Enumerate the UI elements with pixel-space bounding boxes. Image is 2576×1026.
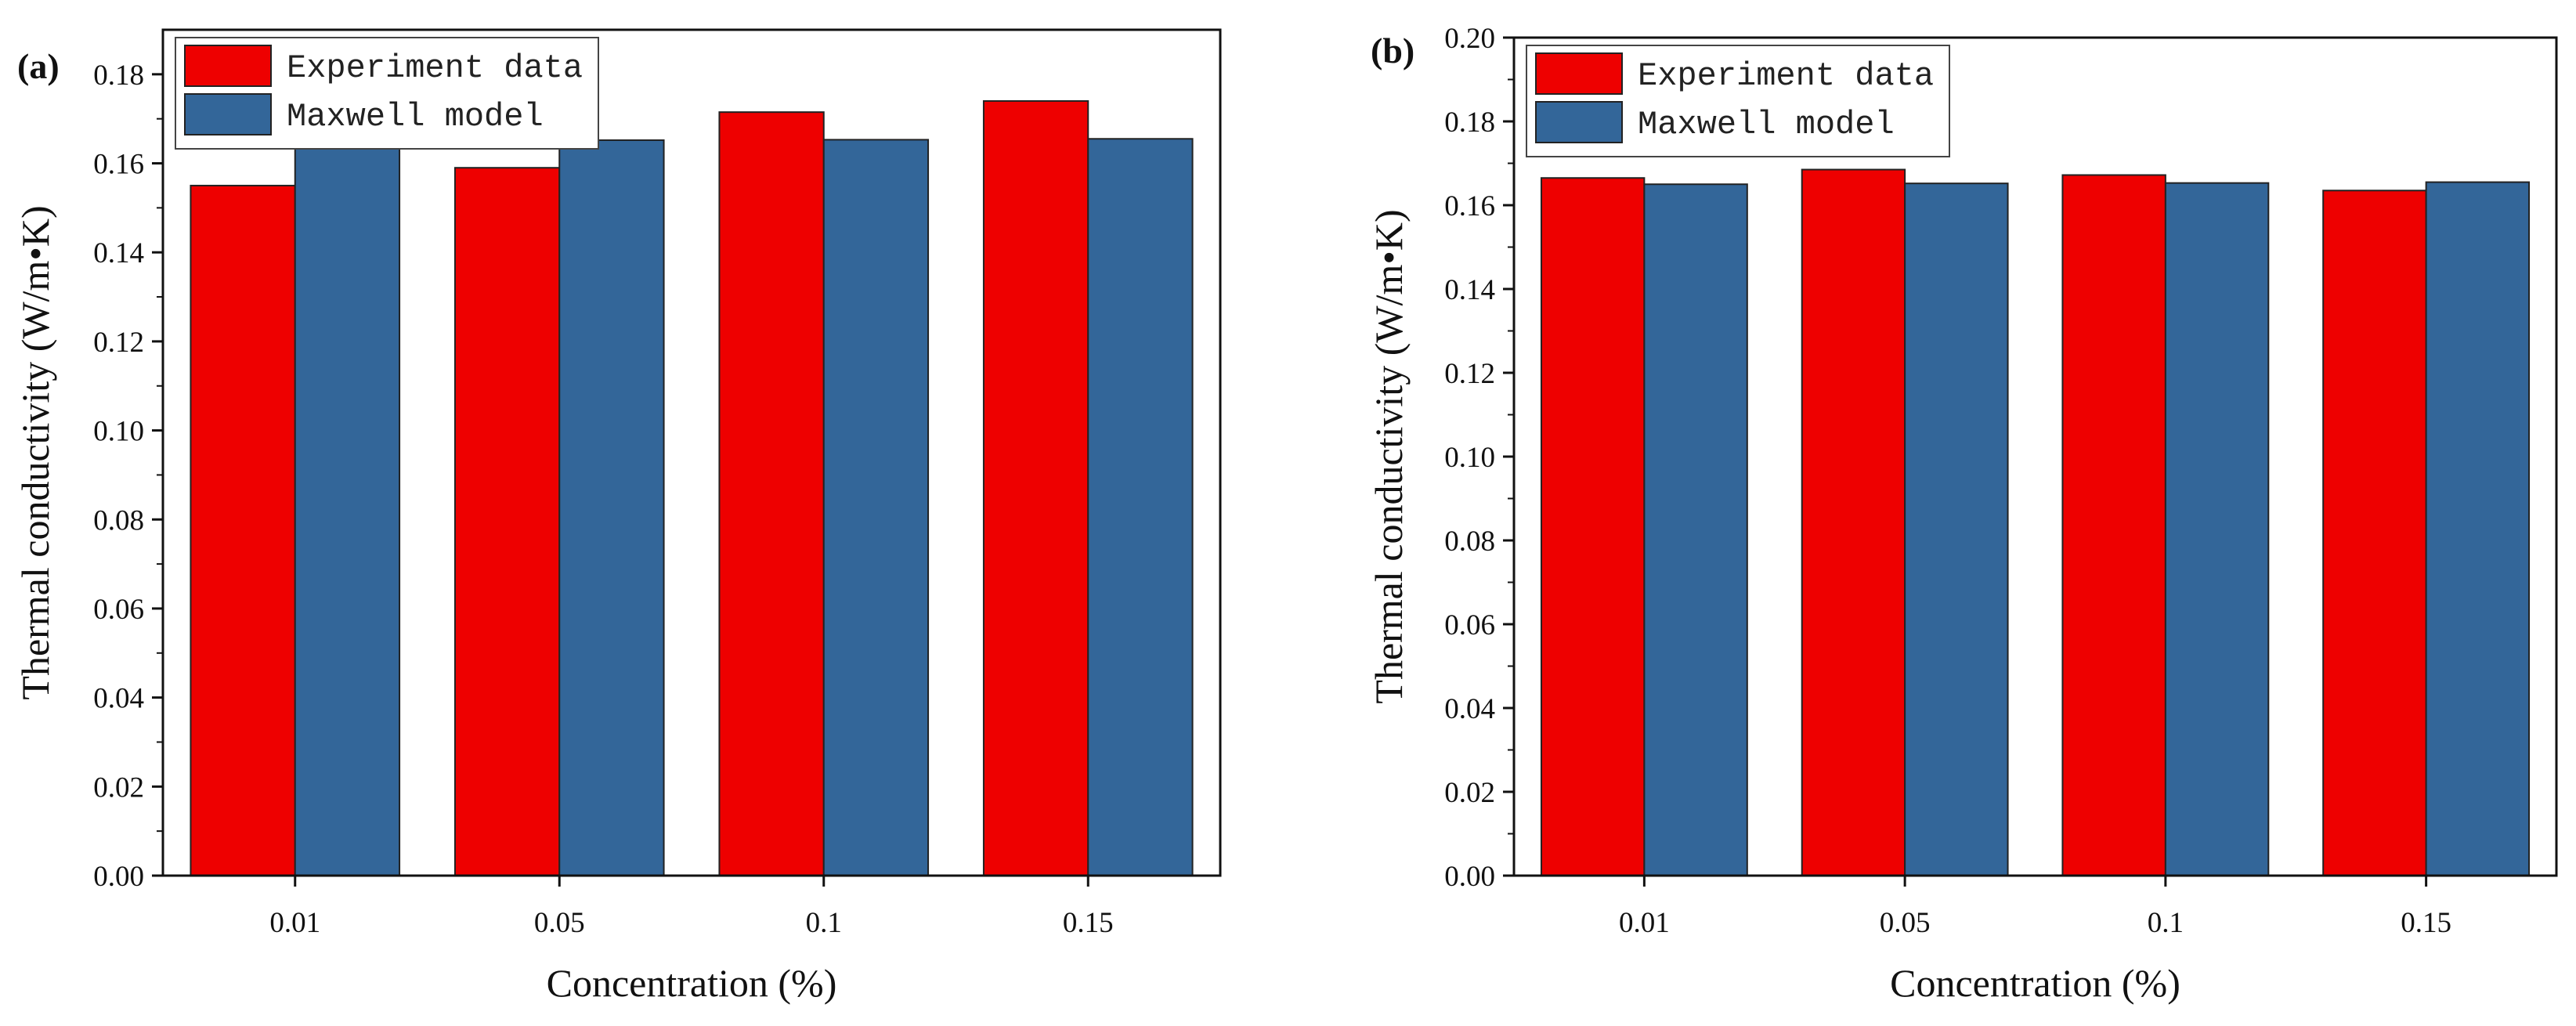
plot-frame bbox=[1512, 36, 2558, 877]
y-tick-label: 0.16 bbox=[93, 149, 144, 181]
y-tick-label: 0.10 bbox=[1444, 442, 1495, 474]
legend: Experiment data Maxwell model bbox=[1526, 45, 1950, 157]
y-tick-label: 0.00 bbox=[1444, 861, 1495, 893]
bar-maxwell-0.01 bbox=[1643, 183, 1748, 876]
chart-panel-b: 0.01 0.05 0.1 0.15 0.00 0.02 0.04 0.06 0.08 0.10 0… bbox=[1367, 23, 2558, 1005]
y-tick-label: 0.08 bbox=[1444, 526, 1495, 558]
bar-experiment-0.01 bbox=[1540, 177, 1646, 877]
y-tick-label: 0.14 bbox=[1444, 274, 1495, 306]
x-tick-label: 0.1 bbox=[806, 907, 842, 939]
bar-maxwell-0.15 bbox=[1087, 138, 1194, 876]
legend-swatch-experiment bbox=[184, 45, 272, 87]
legend-swatch-maxwell bbox=[1535, 101, 1623, 143]
x-tick-label: 0.15 bbox=[2401, 907, 2451, 939]
y-tick-label: 0.02 bbox=[1444, 777, 1495, 809]
bar-experiment-0.05 bbox=[1801, 168, 1906, 876]
bar-experiment-0.1 bbox=[718, 111, 825, 876]
y-tick-label: 0.02 bbox=[93, 771, 144, 804]
y-tick-label: 0.12 bbox=[93, 327, 144, 359]
x-tick-label: 0.05 bbox=[1880, 907, 1931, 939]
y-axis-title: Thermal conductivity (W/m•K) bbox=[13, 205, 57, 699]
legend-label-maxwell: Maxwell model bbox=[1638, 106, 1895, 143]
x-axis-title: Concentration (%) bbox=[1890, 961, 2180, 1005]
bar-maxwell-0.15 bbox=[2425, 181, 2531, 876]
y-tick-label: 0.00 bbox=[93, 861, 144, 893]
y-tick-label: 0.14 bbox=[93, 237, 144, 269]
y-tick-label: 0.04 bbox=[93, 683, 144, 715]
y-tick-label: 0.08 bbox=[93, 504, 144, 536]
bar-maxwell-0.1 bbox=[822, 139, 930, 876]
x-axis-title: Concentration (%) bbox=[547, 961, 837, 1005]
bar-maxwell-0.05 bbox=[558, 139, 665, 876]
bar-experiment-0.1 bbox=[2061, 174, 2166, 877]
x-tick-label: 0.1 bbox=[2148, 907, 2184, 939]
y-tick-label: 0.06 bbox=[1444, 609, 1495, 641]
y-tick-label: 0.04 bbox=[1444, 693, 1495, 725]
bar-experiment-0.01 bbox=[190, 184, 296, 876]
y-tick-label: 0.06 bbox=[93, 594, 144, 626]
bar-maxwell-0.05 bbox=[1904, 182, 2009, 876]
panel-label: (b) bbox=[1371, 31, 1414, 70]
x-tick-label: 0.01 bbox=[269, 907, 320, 939]
bar-maxwell-0.01 bbox=[294, 140, 401, 876]
x-tick-label: 0.05 bbox=[534, 907, 585, 939]
bar-maxwell-0.1 bbox=[2164, 182, 2270, 876]
y-tick-label: 0.10 bbox=[93, 416, 144, 448]
x-tick-label: 0.01 bbox=[1619, 907, 1670, 939]
y-tick-label: 0.16 bbox=[1444, 190, 1495, 222]
y-tick-label: 0.18 bbox=[93, 60, 144, 92]
legend-label-experiment: Experiment data bbox=[287, 49, 583, 87]
bar-experiment-0.05 bbox=[453, 167, 561, 877]
y-axis-title: Thermal conductivity (W/m•K) bbox=[1367, 209, 1411, 703]
y-tick-label: 0.12 bbox=[1444, 358, 1495, 390]
y-tick-label: 0.18 bbox=[1444, 107, 1495, 139]
legend-swatch-maxwell bbox=[184, 93, 272, 135]
plot-frame bbox=[161, 28, 1222, 877]
legend: Experiment data Maxwell model bbox=[175, 37, 599, 150]
y-tick-label: 0.20 bbox=[1444, 23, 1495, 55]
chart-panel-a: 0.01 0.05 0.1 0.15 0.00 0.02 0.04 0.06 0.08 0.10 0… bbox=[13, 28, 1222, 1005]
legend-label-experiment: Experiment data bbox=[1638, 57, 1934, 95]
panel-label: (a) bbox=[17, 46, 60, 86]
bar-experiment-0.15 bbox=[982, 99, 1089, 876]
bar-experiment-0.15 bbox=[2322, 190, 2427, 876]
legend-label-maxwell: Maxwell model bbox=[287, 98, 544, 135]
legend-swatch-experiment bbox=[1535, 52, 1623, 95]
x-tick-label: 0.15 bbox=[1063, 907, 1114, 939]
